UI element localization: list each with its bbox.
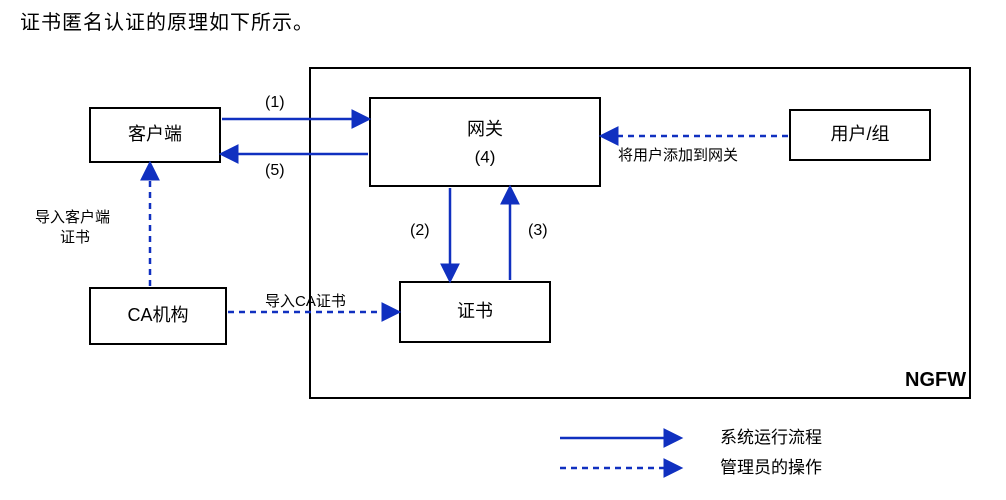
page-title: 证书匿名认证的原理如下所示。 bbox=[20, 6, 314, 35]
admin-arrow-label-1: 将用户添加到网关 bbox=[618, 147, 738, 164]
node-gateway-step: (4) bbox=[475, 147, 496, 166]
flow-step-label-3: (2) bbox=[410, 222, 430, 239]
flow-step-label-4: (3) bbox=[528, 222, 548, 239]
ngfw-label: NGFW bbox=[905, 369, 966, 391]
flow-step-label-1: (1) bbox=[265, 94, 285, 111]
node-ca-label: CA机构 bbox=[127, 305, 188, 325]
flow-diagram: NGFW 客户端 网关 (4) 用户/组 CA机构 证书 (1) (5) (2) (3) 将用户添加到… bbox=[0, 0, 1006, 500]
legend-solid-text: 系统运行流程 bbox=[720, 428, 822, 447]
node-cert-label: 证书 bbox=[457, 301, 493, 321]
node-gateway-label: 网关 bbox=[467, 119, 503, 139]
node-client-label: 客户端 bbox=[128, 124, 182, 144]
legend-dash-text: 管理员的操作 bbox=[720, 458, 822, 477]
node-user-label: 用户/组 bbox=[830, 124, 889, 144]
node-gateway bbox=[370, 98, 600, 186]
flow-step-label-2: (5) bbox=[265, 162, 285, 179]
admin-arrow-label-3a: 导入客户端 bbox=[35, 209, 110, 226]
admin-arrow-label-2: 导入CA证书 bbox=[265, 293, 346, 310]
admin-arrow-label-3b: 证书 bbox=[60, 229, 90, 246]
